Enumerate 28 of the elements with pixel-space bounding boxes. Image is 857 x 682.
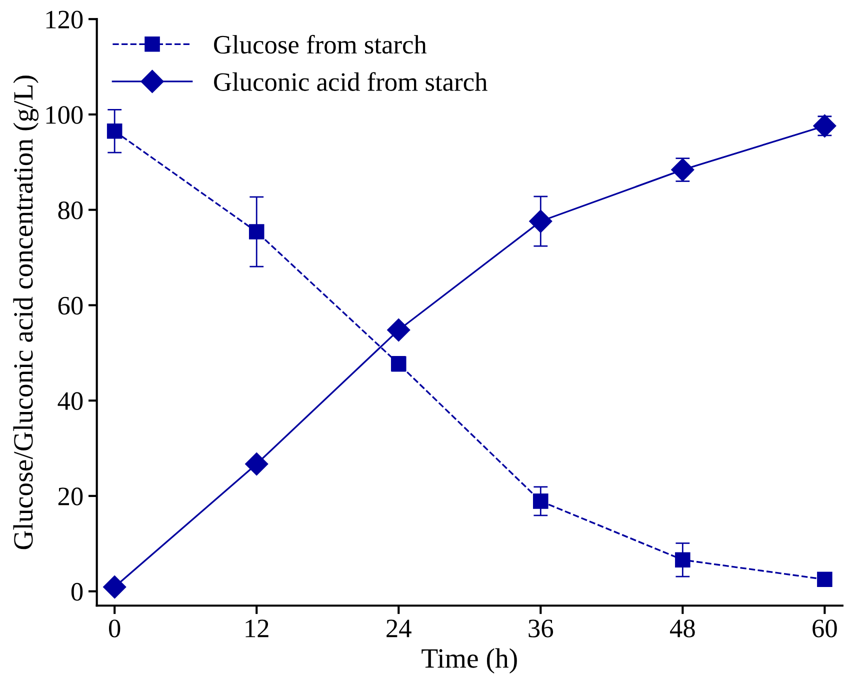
- point: [248, 224, 264, 240]
- x-tick-label: 48: [670, 620, 695, 638]
- y-tick-label: 0: [71, 582, 83, 601]
- y-tick-label: 20: [58, 488, 83, 506]
- point: [529, 210, 552, 233]
- point: [533, 494, 548, 509]
- point: [106, 124, 122, 139]
- point: [813, 114, 836, 138]
- y-tick-label: 60: [58, 296, 83, 315]
- point: [671, 158, 694, 182]
- point: [245, 452, 268, 476]
- point: [387, 318, 410, 342]
- point: [817, 572, 832, 588]
- y-axis-title: Glucose/Gluconic acid concentration (g/L): [13, 76, 39, 550]
- x-tick-label: 36: [528, 620, 554, 638]
- y-tick-label: 40: [58, 392, 83, 410]
- point: [675, 552, 690, 568]
- legend-label: Gluconic acid from starch: [214, 72, 488, 91]
- x-axis-title: Time (h): [422, 648, 517, 674]
- y-tick-label: 80: [58, 201, 83, 220]
- y-tick-label: 100: [46, 106, 83, 124]
- x-tick-label: 12: [246, 620, 268, 638]
- y-tick-label: 120: [46, 10, 83, 29]
- x-tick-label: 24: [386, 620, 412, 638]
- legend-label: Glucose from starch: [214, 34, 427, 54]
- point: [103, 576, 126, 599]
- x-tick-label: 60: [812, 620, 837, 638]
- x-tick-label: 0: [109, 620, 120, 638]
